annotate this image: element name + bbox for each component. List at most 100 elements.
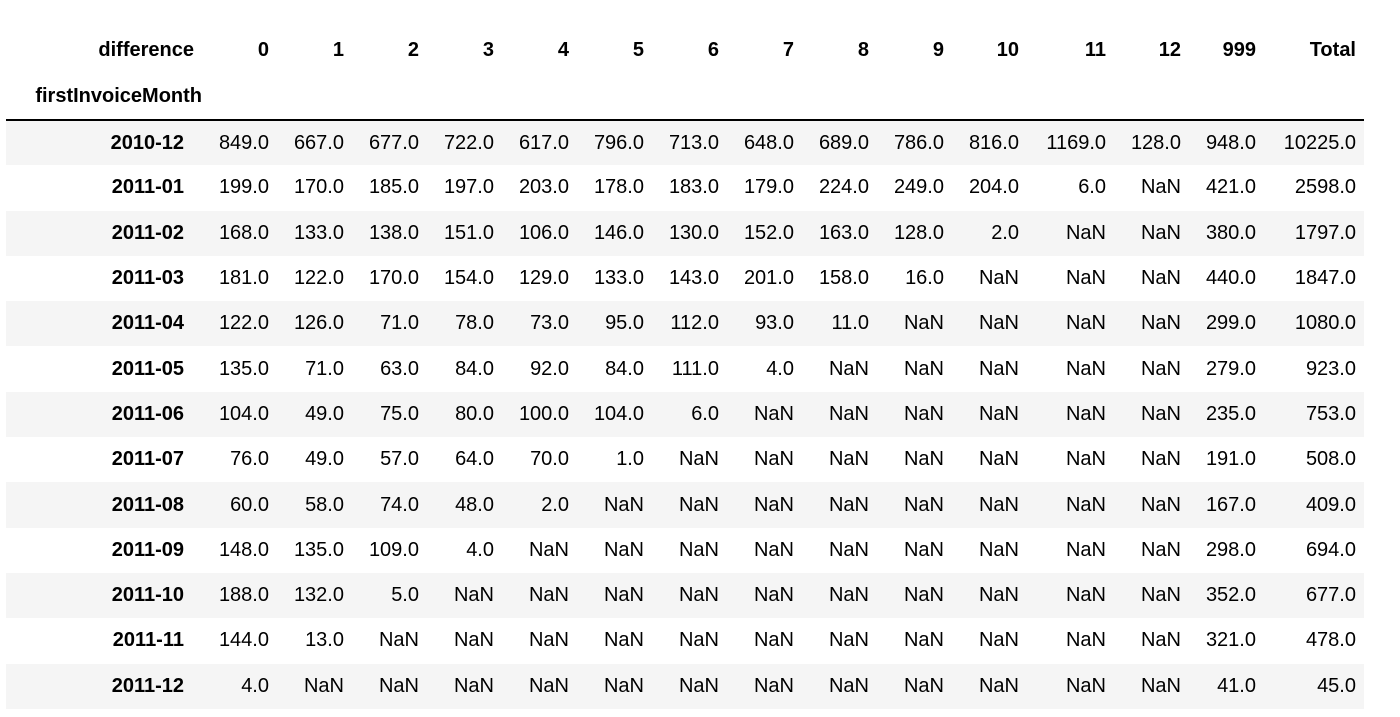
table-row: 2011-01 199.0 170.0 185.0 197.0 203.0 178.0 183… (6, 165, 1364, 211)
row-index-label: 2011-01 (111, 176, 184, 199)
table-cell: 170.0 (368, 267, 419, 290)
empty-header-cell (1189, 73, 1264, 121)
table-cell: NaN (603, 674, 644, 697)
table-cell: 63.0 (380, 357, 419, 380)
table-row: 2011-11 144.0 13.0 NaN NaN NaN NaN NaN NaN NaN NaN… (6, 618, 1364, 664)
table-cell: 70.0 (530, 448, 569, 471)
table-cell: NaN (753, 493, 794, 516)
table-row: 2011-12 4.0 NaN NaN NaN NaN NaN NaN NaN NaN NaN NaN… (6, 663, 1364, 709)
column-header: 9 (932, 38, 944, 61)
table-cell: 71.0 (305, 357, 344, 380)
row-index-label: 2011-08 (111, 493, 184, 516)
table-cell: NaN (1140, 584, 1181, 607)
table-cell: 135.0 (218, 357, 269, 380)
table-cell: 298.0 (1205, 538, 1256, 561)
table-cell: 753.0 (1305, 402, 1356, 425)
table-cell: NaN (603, 584, 644, 607)
table-cell: 122.0 (218, 312, 269, 335)
table-cell: 279.0 (1205, 357, 1256, 380)
table-row: 2011-04 122.0 126.0 71.0 78.0 73.0 95.0 112.0 93… (6, 301, 1364, 347)
table-cell: 478.0 (1305, 629, 1356, 652)
table-cell: 76.0 (230, 448, 269, 471)
table-cell: NaN (828, 402, 869, 425)
table-cell: 158.0 (818, 267, 869, 290)
table-cell: 421.0 (1205, 176, 1256, 199)
table-cell: 128.0 (893, 221, 944, 244)
table-cell: 179.0 (743, 176, 794, 199)
table-cell: 4.0 (466, 538, 494, 561)
table-cell: 122.0 (293, 267, 344, 290)
table-cell: NaN (828, 448, 869, 471)
column-header-row: difference 0 1 2 3 4 5 6 7 8 9 10 11 12 … (6, 27, 1364, 73)
table-cell: 104.0 (218, 402, 269, 425)
table-cell: 689.0 (818, 131, 869, 154)
table-row: 2011-10 188.0 132.0 5.0 NaN NaN NaN NaN NaN NaN Na… (6, 572, 1364, 619)
table-cell: 677.0 (368, 131, 419, 154)
table-cell: 16.0 (905, 267, 944, 290)
table-header: difference 0 1 2 3 4 5 6 7 8 9 10 11 12 … (6, 27, 1364, 121)
table-cell: 722.0 (443, 131, 494, 154)
table-cell: 104.0 (593, 402, 644, 425)
table-cell: 126.0 (293, 312, 344, 335)
row-index-label: 2011-12 (111, 674, 184, 697)
table-cell: 2.0 (991, 221, 1019, 244)
row-index-label: 2011-09 (111, 538, 184, 561)
table-cell: NaN (978, 267, 1019, 290)
row-index-label: 2011-03 (111, 267, 184, 290)
columns-name-label: difference (98, 38, 194, 61)
empty-header-cell (952, 73, 1027, 121)
column-header: 999 (1222, 38, 1256, 61)
table-cell: 168.0 (218, 221, 269, 244)
table-cell: 849.0 (218, 131, 269, 154)
table-cell: 129.0 (518, 267, 569, 290)
empty-header-cell (427, 73, 502, 121)
column-header: 5 (632, 38, 644, 61)
table-cell: NaN (1065, 493, 1106, 516)
table-cell: NaN (1140, 312, 1181, 335)
table-cell: NaN (903, 357, 944, 380)
row-index-label: 2011-05 (111, 357, 184, 380)
table-cell: NaN (1140, 267, 1181, 290)
table-cell: 185.0 (368, 176, 419, 199)
table-cell: 648.0 (743, 131, 794, 154)
table-cell: NaN (1065, 267, 1106, 290)
table-cell: 786.0 (893, 131, 944, 154)
table-row: 2011-03 181.0 122.0 170.0 154.0 129.0 133.0 143… (6, 255, 1364, 302)
table-cell: 4.0 (241, 674, 269, 697)
table-cell: NaN (453, 584, 494, 607)
table-cell: 78.0 (455, 312, 494, 335)
table-cell: 95.0 (605, 312, 644, 335)
table-cell: 249.0 (893, 176, 944, 199)
table-cell: 163.0 (818, 221, 869, 244)
table-cell: 4.0 (766, 357, 794, 380)
table-cell: 112.0 (670, 312, 719, 335)
table-cell: 49.0 (305, 402, 344, 425)
table-cell: 694.0 (1305, 538, 1356, 561)
table-cell: 71.0 (380, 312, 419, 335)
table-cell: NaN (603, 629, 644, 652)
table-cell: 111.0 (671, 357, 719, 380)
table-cell: 133.0 (293, 221, 344, 244)
row-index-label: 2011-04 (111, 312, 184, 335)
table-cell: 667.0 (293, 131, 344, 154)
table-cell: NaN (1140, 538, 1181, 561)
table-cell: 64.0 (455, 448, 494, 471)
table-cell: 10225.0 (1283, 131, 1356, 154)
table-cell: NaN (1065, 674, 1106, 697)
table-cell: NaN (1140, 402, 1181, 425)
table-cell: 11.0 (831, 312, 869, 335)
table-cell: NaN (1140, 176, 1181, 199)
table-cell: NaN (528, 674, 569, 697)
empty-header-cell (202, 73, 277, 121)
table-cell: NaN (978, 448, 1019, 471)
table-cell: NaN (528, 584, 569, 607)
table-cell: 199.0 (218, 176, 269, 199)
table-cell: 148.0 (218, 538, 269, 561)
table-cell: 73.0 (530, 312, 569, 335)
table-cell: NaN (978, 357, 1019, 380)
table-cell: 132.0 (293, 584, 344, 607)
table-row: 2011-08 60.0 58.0 74.0 48.0 2.0 NaN NaN NaN NaN Na… (6, 482, 1364, 528)
table-cell: 183.0 (668, 176, 719, 199)
table-cell: NaN (1140, 629, 1181, 652)
